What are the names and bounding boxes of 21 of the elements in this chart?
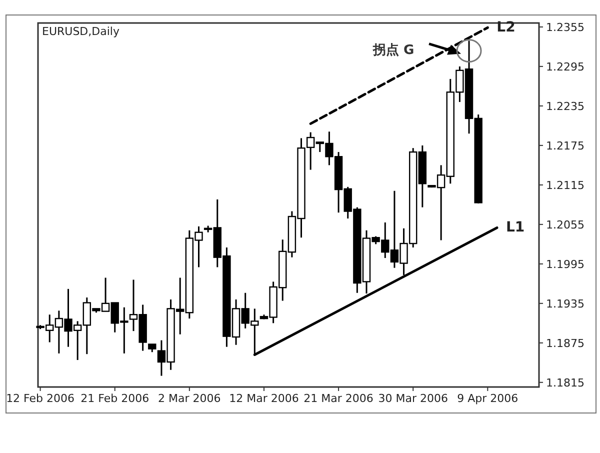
y-tick-label: 1.1935: [546, 297, 584, 310]
y-tick-label: 1.1815: [546, 376, 584, 390]
y-tick-label: 1.2355: [546, 20, 584, 34]
x-tick-label: 9 Apr 2006: [457, 392, 518, 405]
y-tick-label: 1.2115: [546, 178, 584, 192]
x-tick-label: 2 Mar 2006: [158, 392, 221, 405]
x-tick-label: 21 Mar 2006: [304, 392, 374, 405]
y-tick-label: 1.2175: [546, 139, 584, 152]
x-tick-label: 12 Mar 2006: [229, 392, 299, 405]
x-tick-label: 21 Feb 2006: [80, 392, 150, 405]
y-tick-label: 1.1995: [546, 258, 584, 271]
annotation: 拐点 G: [372, 42, 414, 58]
y-tick-label: 1.1875: [546, 336, 584, 350]
y-tick-label: 1.2295: [546, 60, 584, 74]
x-tick-label: 30 Mar 2006: [378, 392, 448, 405]
x-tick-label: 12 Feb 2006: [6, 392, 75, 405]
y-tick-label: 1.2235: [546, 100, 584, 113]
y-tick-label: 1.2055: [546, 218, 584, 232]
chart-title: EURUSD,Daily: [42, 25, 120, 38]
series-label: L1: [506, 220, 525, 236]
series-label: L2: [496, 20, 516, 36]
